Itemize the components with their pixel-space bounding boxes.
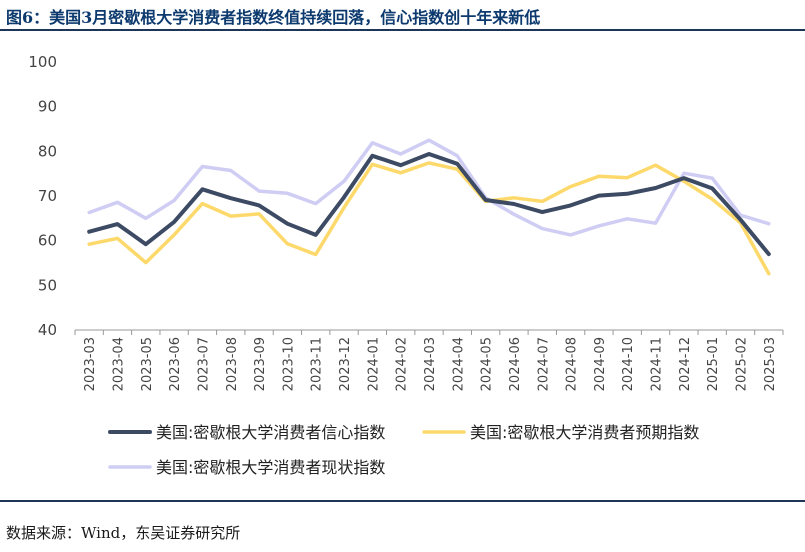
x-axis: 2023-03 2023-04 2023-05 2023-06 2023-07 2023-… (83, 337, 778, 391)
x-tick-label: 2025-02 (735, 337, 750, 391)
x-tick-label: 2024-01 (366, 337, 381, 391)
bottom-divider (0, 500, 805, 502)
series-lines (87, 138, 771, 276)
x-tick-label: 2023-04 (111, 337, 126, 391)
y-tick-label: 60 (38, 232, 57, 250)
x-tick-label: 2023-07 (196, 337, 211, 391)
y-tick-label: 100 (28, 53, 57, 71)
x-tick-label: 2023-05 (140, 337, 155, 391)
x-tick-label: 2024-07 (536, 337, 551, 391)
x-tick-label: 2023-09 (253, 337, 268, 391)
legend-entry-expectations: 美国:密歇根大学消费者预期指数 (422, 423, 699, 442)
x-tick-label: 2024-06 (508, 337, 523, 391)
x-tick-label: 2024-04 (451, 337, 466, 391)
x-tick-label: 2024-12 (678, 337, 693, 391)
x-tick-label: 2024-09 (593, 337, 608, 391)
source-note: 数据来源：Wind，东吴证券研究所 (6, 524, 241, 542)
y-tick-label: 90 (38, 98, 57, 116)
x-tick-label: 2024-11 (650, 337, 665, 391)
x-tick-label: 2023-03 (83, 337, 98, 391)
x-tick-label: 2023-11 (310, 337, 325, 391)
chart-title: 图6：美国3月密歇根大学消费者指数终值持续回落，信心指数创十年来新低 (6, 8, 541, 27)
y-tick-label: 80 (38, 142, 57, 160)
x-axis-tick-marks (74, 330, 784, 335)
x-tick-label: 2023-12 (338, 337, 353, 391)
x-tick-label: 2025-03 (763, 337, 778, 391)
x-tick-label: 2024-03 (423, 337, 438, 391)
legend-label: 美国:密歇根大学消费者现状指数 (156, 458, 385, 477)
legend: 美国:密歇根大学消费者信心指数 美国:密歇根大学消费者预期指数美国:密歇根大学消费… (108, 423, 699, 477)
legend-entry-confidence: 美国:密歇根大学消费者信心指数 (108, 423, 385, 442)
series-line-confidence (87, 152, 771, 257)
x-tick-label: 2024-10 (621, 337, 636, 391)
top-divider (0, 29, 805, 31)
x-tick-label: 2023-06 (168, 337, 183, 391)
x-tick-label: 2024-08 (565, 337, 580, 391)
x-tick-label: 2024-02 (395, 337, 410, 391)
series-line-expectations (87, 161, 771, 276)
x-tick-label: 2023-08 (225, 337, 240, 391)
y-tick-label: 40 (38, 321, 57, 339)
legend-entry-current: 美国:密歇根大学消费者现状指数 (108, 458, 385, 477)
x-tick-label: 2024-05 (480, 337, 495, 391)
legend-label: 美国:密歇根大学消费者信心指数 (156, 423, 385, 442)
x-tick-label: 2023-10 (281, 337, 296, 391)
x-tick-label: 2025-01 (706, 337, 721, 391)
y-tick-label: 70 (38, 187, 57, 205)
legend-label: 美国:密歇根大学消费者预期指数 (470, 423, 699, 442)
y-tick-label: 50 (38, 276, 57, 294)
series-line-current (87, 138, 771, 237)
y-axis: 40 50 60 70 80 90 100 (28, 53, 57, 339)
